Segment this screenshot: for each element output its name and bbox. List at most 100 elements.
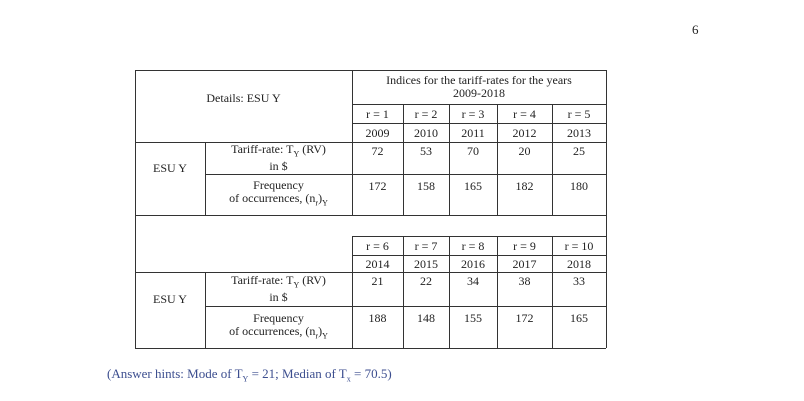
frequency-label-paren: ): [318, 191, 323, 206]
frequency-label-text: of occurrences, (n: [229, 191, 316, 206]
year-label: 2018: [567, 256, 591, 271]
tariff-rate-value: 21: [371, 274, 384, 288]
frequency-value: 158: [417, 179, 435, 193]
year-label: 2010: [414, 125, 438, 140]
frequency-value: 155: [464, 311, 482, 325]
tariff-rate-value: 72: [371, 144, 384, 158]
rule-r-bottom: [352, 255, 606, 256]
tariff-label-unit: (RV): [299, 141, 326, 156]
frequency-label-line-2: of occurrences, (nr)Y: [229, 323, 328, 342]
tariff-label-line-1: Tariff-rate: TY (RV): [231, 272, 326, 291]
rule-esu-separator: [205, 142, 206, 215]
frequency-value: 165: [570, 311, 588, 325]
year-label: 2009: [365, 125, 390, 140]
table-border-top: [135, 70, 606, 71]
year-label: 2013: [567, 125, 591, 140]
esu-label: ESU Y: [153, 292, 187, 306]
year-label: 2014: [365, 256, 390, 271]
frequency-value: 180: [570, 179, 588, 193]
frequency-label-subscript-r: r: [315, 331, 319, 341]
tariff-label-unit: (RV): [299, 272, 326, 287]
index-label: r = 5: [567, 106, 591, 121]
indices-header-line-2: 2009-2018: [453, 86, 505, 100]
tariff-label-line-2: in $: [269, 290, 288, 305]
frequency-label-subscript-r: r: [315, 198, 319, 208]
rule-column: [497, 104, 498, 215]
index-label: r = 2: [414, 106, 438, 121]
index-label: r = 4: [513, 106, 536, 121]
tariff-rate-value: 33: [573, 274, 585, 288]
table-border-left: [135, 70, 136, 348]
rule-esu-separator: [205, 272, 206, 348]
frequency-value: 165: [464, 179, 482, 193]
rule-column: [552, 104, 553, 215]
frequency-label-text: of occurrences, (n: [229, 323, 316, 338]
details-header: Details: ESU Y: [206, 91, 281, 105]
rule-tariff-bottom: [205, 174, 606, 175]
rule-column: [552, 236, 553, 348]
rule-r-top: [352, 104, 606, 105]
index-label: r = 3: [461, 106, 485, 121]
index-label: r = 9: [513, 238, 536, 253]
index-label: r = 8: [461, 238, 485, 253]
frequency-value: 182: [515, 179, 534, 193]
frequency-label-line-2: of occurrences, (nr)Y: [229, 192, 328, 209]
frequency-value: 188: [368, 311, 387, 325]
tariff-rate-row-label: Tariff-rate: TY (RV) in $: [205, 142, 352, 174]
frequency-label-subscript-y: Y: [322, 198, 328, 208]
tariff-rate-value: 53: [420, 144, 432, 158]
year-label: 2011: [461, 125, 485, 140]
tariff-label-text: Tariff-rate: T: [231, 272, 294, 287]
frequency-row-label: Frequency of occurrences, (nr)Y: [205, 306, 352, 348]
rule-column: [403, 104, 404, 215]
rule-column: [497, 236, 498, 348]
index-label: r = 10: [564, 238, 594, 253]
indices-header-line-1: Indices for the tariff-rates for the yea…: [386, 73, 572, 87]
rule-label-separator: [352, 236, 353, 348]
index-label: r = 7: [414, 238, 438, 253]
rule-label-separator: [352, 70, 353, 215]
index-label: r = 6: [366, 238, 389, 253]
tariff-rate-value: 70: [467, 144, 479, 158]
rule-block-bottom: [135, 348, 606, 349]
rule-column: [449, 236, 450, 348]
rule-year-bottom: [135, 272, 606, 273]
tariff-rate-row-label: Tariff-rate: TY (RV) in $: [205, 272, 352, 306]
index-label: r = 1: [366, 106, 389, 121]
rule-r-top: [352, 236, 606, 237]
frequency-label-line-1: Frequency: [253, 178, 304, 193]
hint-part-3: = 70.5): [350, 366, 392, 381]
tariff-label-line-1: Tariff-rate: TY (RV): [231, 141, 326, 160]
rule-column: [403, 236, 404, 348]
tariff-label-line-2: in $: [269, 159, 288, 174]
frequency-row-label: Frequency of occurrences, (nr)Y: [205, 174, 352, 215]
tariff-rate-value: 38: [518, 274, 531, 288]
hint-subscript-1: Y: [242, 374, 249, 384]
tariff-rate-value: 20: [518, 144, 531, 158]
rule-tariff-bottom: [205, 306, 606, 307]
year-label: 2016: [461, 256, 485, 271]
frequency-label-paren: ): [318, 323, 323, 338]
year-label: 2015: [414, 256, 438, 271]
indices-header: Indices for the tariff-rates for the yea…: [352, 70, 606, 104]
answer-hint: (Answer hints: Mode of TY = 21; Median o…: [107, 366, 392, 384]
table-border-right: [606, 70, 607, 348]
tariff-rate-value: 22: [420, 274, 432, 288]
rule-column: [449, 104, 450, 215]
tariff-rate-value: 34: [467, 274, 479, 288]
frequency-value: 172: [368, 179, 387, 193]
tariff-rate-value: 25: [573, 144, 585, 158]
tariff-label-text: Tariff-rate: T: [231, 141, 294, 156]
page-number: 6: [692, 22, 699, 37]
esu-label: ESU Y: [153, 160, 187, 175]
hint-part-2: = 21; Median of T: [248, 366, 347, 381]
rule-block-bottom: [135, 215, 606, 216]
tariff-label-subscript: Y: [293, 149, 300, 159]
year-label: 2017: [512, 256, 537, 271]
hint-part-1: (Answer hints: Mode of T: [107, 366, 243, 381]
tariff-label-subscript: Y: [293, 280, 300, 290]
frequency-value: 148: [417, 311, 435, 325]
rule-r-bottom: [352, 123, 606, 124]
year-label: 2012: [512, 125, 537, 140]
frequency-label-line-1: Frequency: [253, 310, 304, 325]
